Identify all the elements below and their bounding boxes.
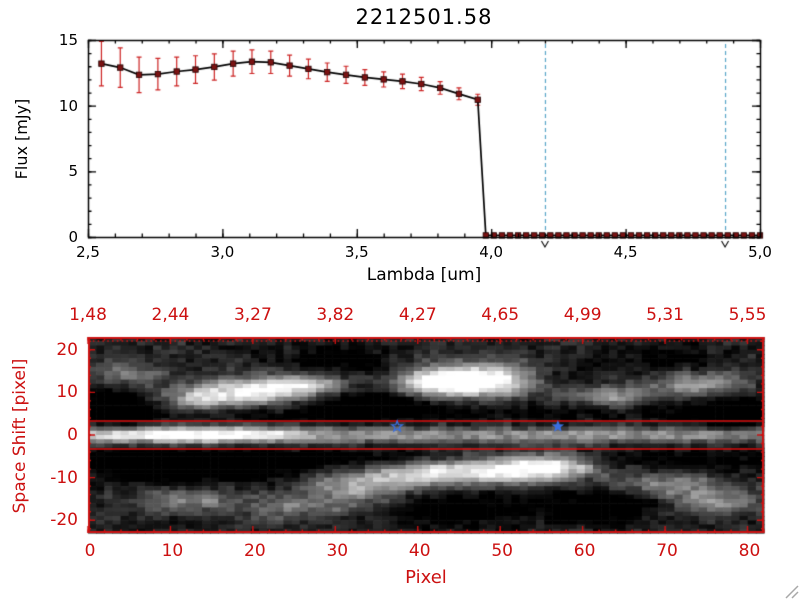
tick-label: 5,55 (728, 305, 767, 325)
lambda-axis-label: Lambda [um] (366, 265, 482, 285)
tick-label: 70 (656, 541, 678, 561)
tick-label: 3,5 (344, 243, 369, 261)
tick-label: -10 (50, 467, 78, 488)
tick-label: 4,27 (398, 305, 437, 325)
tick-label: 80 (738, 541, 761, 561)
tick-label: 5,31 (646, 305, 684, 325)
tick-label: 3,0 (210, 243, 235, 261)
tick-label: 0 (67, 425, 78, 445)
tick-label: 3,82 (316, 305, 355, 325)
tick-label: 60 (573, 541, 596, 561)
pixel-axis-label: Pixel (405, 567, 447, 588)
tick-label: 5,0 (748, 243, 772, 261)
space-shift-axis-label: Space Shift [pixel] (10, 358, 30, 514)
flux-axis-label: Flux [mJy] (12, 98, 31, 180)
tick-label: 10 (58, 96, 78, 115)
tick-label: 20 (244, 541, 266, 561)
tick-label: 10 (56, 382, 78, 403)
tick-label: 3,27 (233, 305, 272, 325)
tick-label: 40 (408, 541, 431, 561)
tick-label: 5 (68, 162, 78, 181)
tick-label: 0 (68, 228, 78, 246)
tick-label: 0 (84, 541, 96, 561)
tick-label: 30 (326, 541, 349, 561)
tick-label: 2,44 (151, 305, 190, 325)
tick-label: 50 (491, 541, 513, 561)
tick-label: -20 (50, 510, 78, 531)
tick-label: 10 (161, 541, 184, 561)
tick-label: 20 (56, 339, 78, 360)
tick-label: 4,65 (481, 305, 520, 325)
plot-title: 2212501.58 (355, 5, 493, 29)
tick-label: 4,0 (479, 243, 504, 261)
tick-label: 4,5 (613, 243, 638, 261)
tick-label: 4,99 (563, 305, 602, 325)
tick-label: 2,5 (76, 243, 100, 261)
tick-label: 15 (58, 31, 78, 49)
resize-grip-icon[interactable] (783, 583, 799, 599)
tick-label: 1,48 (69, 305, 107, 325)
